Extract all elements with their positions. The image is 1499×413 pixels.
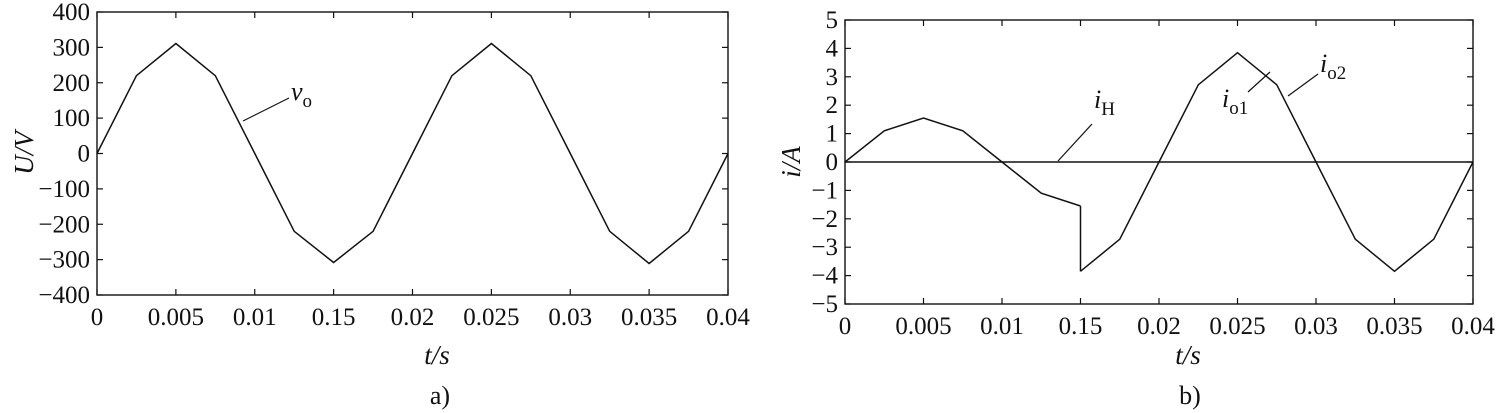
y-tick-label: −5 [811,291,838,318]
x-tick-label: 0.03 [1294,313,1338,340]
x-axis-label-a: t/s [424,340,450,370]
series-line-i-o1 [844,117,1081,207]
y-tick-label: 2 [826,92,839,119]
x-tick-label: 0.04 [706,304,750,331]
x-tick-label: 0.15 [312,304,356,331]
x-tick-label: 0.005 [895,313,951,340]
annotation-leader-iH [1057,123,1093,162]
y-tick-label: −4 [811,263,838,290]
y-tick-label: −3 [811,234,838,261]
annotation-label-vo: vo [291,77,312,112]
y-tick-label: 4 [826,35,839,62]
y-axis-label-b: i/A [776,146,806,178]
y-tick-label: −2 [811,206,838,233]
y-tick-label: −1 [811,177,838,204]
y-tick-label: 1 [826,121,839,148]
annotation-label-io2: io2 [1320,49,1346,84]
y-tick-label: 400 [53,0,91,26]
x-tick-label: 0.005 [148,304,204,331]
y-tick-label: −200 [38,211,90,238]
x-tick-label: 0.04 [1451,313,1495,340]
y-tick-label: 300 [53,34,91,61]
x-tick-label: 0.025 [1209,313,1265,340]
x-tick-label: 0 [91,304,104,331]
chart-panel-a: 400 300 200 100 0 −100 −200 −300 −400 0 0.005 0.01… [9,0,750,410]
annotation-label-io1: io1 [1222,84,1248,119]
x-tick-label: 0.01 [980,313,1024,340]
x-axis-label-b: t/s [1175,340,1201,370]
annotation-leader-vo [242,97,290,122]
x-ticks-b: 0 0.005 0.01 0.15 0.02 0.025 0.03 0.035 0.04 [839,20,1495,340]
y-tick-label: 200 [53,70,91,97]
y-ticks-a: 400 300 200 100 0 −100 −200 −300 −400 [38,0,728,309]
annotation-leader-io2 [1287,73,1319,97]
series-group-b [844,51,1474,273]
y-tick-label: −300 [38,247,90,274]
x-tick-label: 0.03 [548,304,592,331]
x-tick-label: 0.02 [1137,313,1181,340]
series-line-v-o [96,42,729,265]
series-line-i-o2 [1080,51,1474,273]
panel-label-b: b) [1179,381,1201,410]
x-tick-label: 0.035 [621,304,677,331]
series-group-a [96,42,729,265]
x-tick-label: 0.025 [463,304,519,331]
x-tick-label: 0.15 [1059,313,1103,340]
y-tick-label: 5 [826,7,839,34]
annotation-leader-io1 [1247,71,1271,93]
y-tick-label: −400 [38,282,90,309]
y-tick-label: 0 [826,149,839,176]
x-tick-label: 0 [839,313,852,340]
y-tick-label: 0 [78,141,91,168]
y-tick-label: −100 [38,176,90,203]
y-tick-label: 100 [53,105,91,132]
y-axis-label-a: U/V [9,128,39,175]
x-tick-label: 0.035 [1366,313,1422,340]
x-tick-label: 0.01 [233,304,277,331]
x-tick-label: 0.02 [391,304,435,331]
annotation-label-iH: iH [1094,85,1115,120]
x-ticks-a: 0 0.005 0.01 0.15 0.02 0.025 0.03 0.035 0.04 [91,12,750,331]
panel-label-a: a) [430,381,450,410]
y-tick-label: 3 [826,64,839,91]
